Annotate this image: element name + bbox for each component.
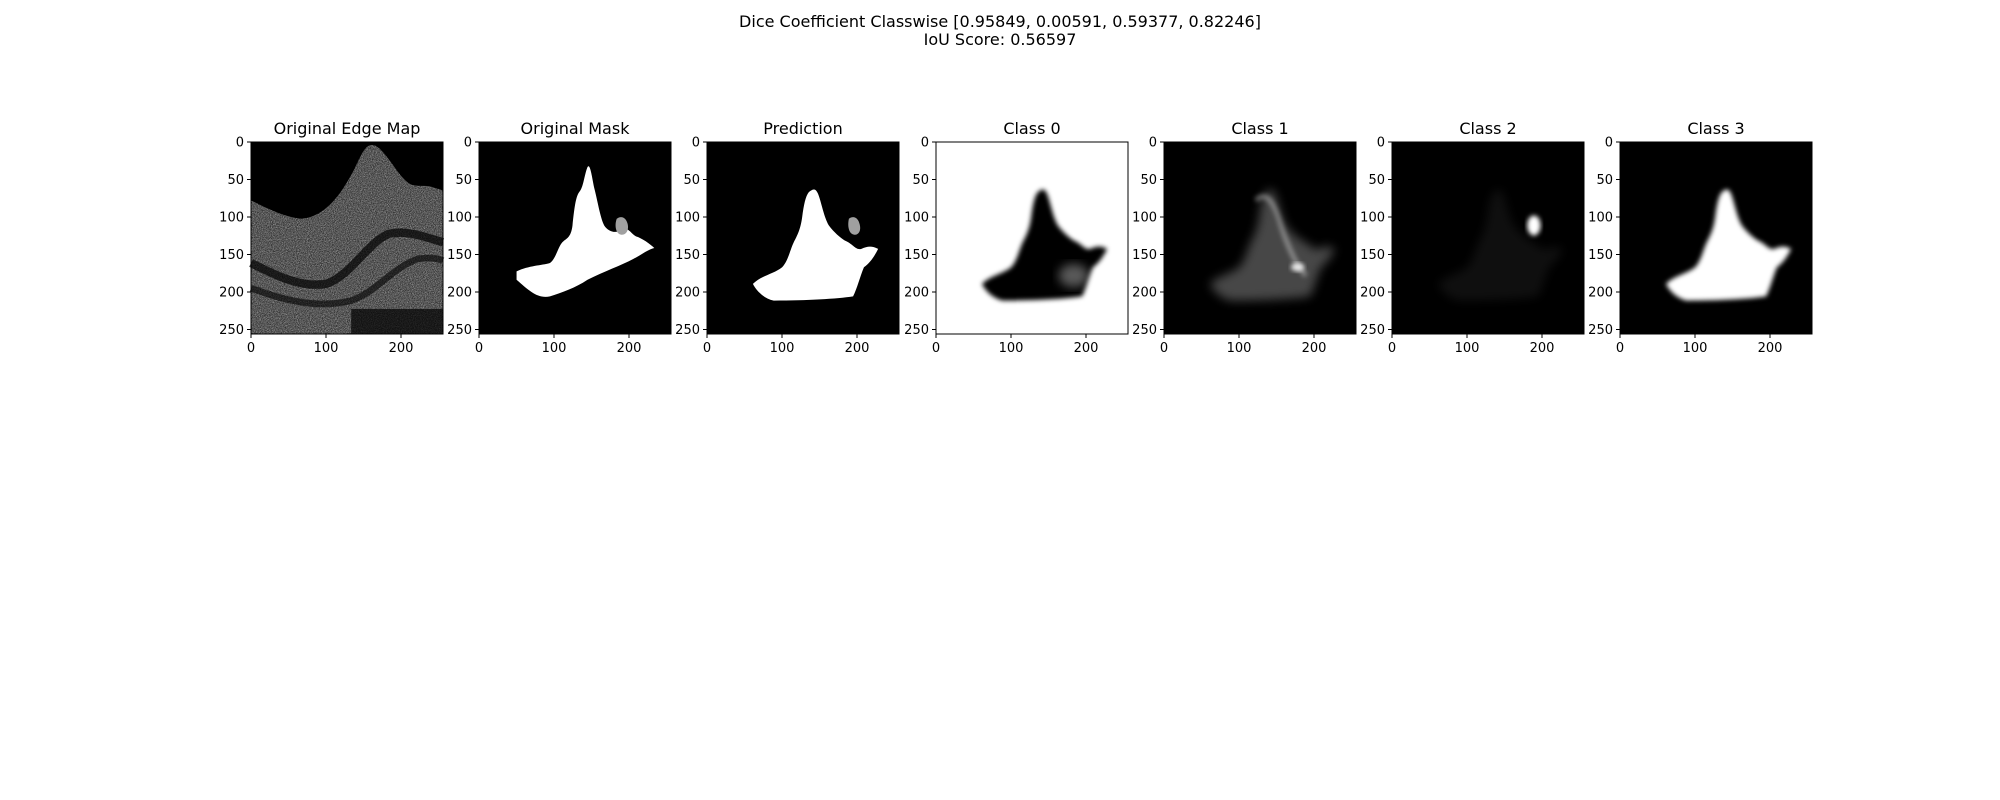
y-tick-label-edge-map-5: 250	[219, 323, 244, 338]
x-tick-label-class-1-1: 100	[1227, 341, 1252, 356]
y-tick-label-prediction-3: 150	[675, 248, 700, 263]
y-tick-label-class-3-2: 100	[1588, 211, 1613, 226]
panel-image-edge-map	[249, 142, 445, 334]
y-tick-label-class-1-5: 250	[1132, 323, 1157, 338]
y-tick-label-class-0-4: 200	[904, 286, 929, 301]
y-tick-label-edge-map-3: 150	[219, 248, 244, 263]
x-tick-label-class-3-0: 0	[1616, 341, 1624, 356]
x-tick-label-edge-map-2: 200	[389, 341, 414, 356]
y-tick-label-class-1-0: 0	[1149, 136, 1157, 151]
axes-frame-class-2	[1391, 141, 1585, 335]
y-tick-label-prediction-5: 250	[675, 323, 700, 338]
y-tick-label-class-3-4: 200	[1588, 286, 1613, 301]
y-tick-label-class-3-0: 0	[1605, 136, 1613, 151]
panel-title-class-2: Class 2	[1459, 119, 1516, 138]
x-tick-label-class-3-1: 100	[1683, 341, 1708, 356]
panel-image-class-1	[1164, 142, 1356, 334]
y-tick-label-prediction-2: 100	[675, 211, 700, 226]
panel-image-class-2	[1392, 142, 1584, 334]
panel-image-original-mask	[479, 142, 671, 334]
panel-title-class-0: Class 0	[1003, 119, 1060, 138]
axes-frame-edge-map	[250, 141, 444, 335]
panel-title-class-3: Class 3	[1687, 119, 1744, 138]
panel-image-class-3	[1620, 142, 1812, 334]
y-tick-label-edge-map-4: 200	[219, 286, 244, 301]
x-tick-label-class-0-1: 100	[999, 341, 1024, 356]
x-tick-label-class-3-2: 200	[1758, 341, 1783, 356]
y-tick-label-class-3-1: 50	[1596, 173, 1613, 188]
x-tick-label-prediction-2: 200	[845, 341, 870, 356]
x-tick-label-original-mask-1: 100	[542, 341, 567, 356]
y-tick-label-original-mask-2: 100	[447, 211, 472, 226]
y-tick-label-class-0-1: 50	[912, 173, 929, 188]
y-tick-label-prediction-1: 50	[683, 173, 700, 188]
axes-frame-class-0	[935, 141, 1129, 335]
y-tick-label-class-0-2: 100	[904, 211, 929, 226]
y-tick-label-class-1-4: 200	[1132, 286, 1157, 301]
x-tick-label-edge-map-0: 0	[247, 341, 255, 356]
y-tick-label-edge-map-2: 100	[219, 211, 244, 226]
x-tick-label-prediction-0: 0	[703, 341, 711, 356]
axes-frame-class-1	[1163, 141, 1357, 335]
y-tick-label-class-1-3: 150	[1132, 248, 1157, 263]
axes-frame-original-mask	[478, 141, 672, 335]
x-tick-label-class-1-2: 200	[1302, 341, 1327, 356]
x-tick-label-class-0-2: 200	[1074, 341, 1099, 356]
x-tick-label-original-mask-2: 200	[617, 341, 642, 356]
x-tick-label-class-2-2: 200	[1530, 341, 1555, 356]
figure-title-dice: Dice Coefficient Classwise [0.95849, 0.0…	[739, 12, 1261, 31]
y-tick-label-original-mask-4: 200	[447, 286, 472, 301]
y-tick-label-class-3-5: 250	[1588, 323, 1613, 338]
y-tick-label-class-1-1: 50	[1140, 173, 1157, 188]
y-tick-label-class-1-2: 100	[1132, 211, 1157, 226]
figure-title-iou: IoU Score: 0.56597	[923, 30, 1077, 49]
panel-title-prediction: Prediction	[763, 119, 842, 138]
x-tick-label-class-2-0: 0	[1388, 341, 1396, 356]
y-tick-label-class-2-1: 50	[1368, 173, 1385, 188]
x-tick-label-class-2-1: 100	[1455, 341, 1480, 356]
y-tick-label-class-3-3: 150	[1588, 248, 1613, 263]
y-tick-label-prediction-0: 0	[692, 136, 700, 151]
y-tick-label-class-2-2: 100	[1360, 211, 1385, 226]
y-tick-label-class-2-3: 150	[1360, 248, 1385, 263]
y-tick-label-class-0-3: 150	[904, 248, 929, 263]
panel-image-class-0	[936, 142, 1128, 334]
axes-frame-prediction	[706, 141, 900, 335]
y-tick-label-original-mask-5: 250	[447, 323, 472, 338]
y-tick-label-prediction-4: 200	[675, 286, 700, 301]
y-tick-label-class-2-0: 0	[1377, 136, 1385, 151]
axes-frame-class-3	[1619, 141, 1813, 335]
y-tick-label-original-mask-1: 50	[455, 173, 472, 188]
y-tick-label-edge-map-1: 50	[227, 173, 244, 188]
y-tick-label-class-2-4: 200	[1360, 286, 1385, 301]
y-tick-label-class-0-5: 250	[904, 323, 929, 338]
x-tick-label-class-0-0: 0	[932, 341, 940, 356]
y-tick-label-edge-map-0: 0	[236, 136, 244, 151]
y-tick-label-class-2-5: 250	[1360, 323, 1385, 338]
y-tick-label-original-mask-0: 0	[464, 136, 472, 151]
panel-title-edge-map: Original Edge Map	[274, 119, 421, 138]
x-tick-label-prediction-1: 100	[770, 341, 795, 356]
x-tick-label-original-mask-0: 0	[475, 341, 483, 356]
x-tick-label-class-1-0: 0	[1160, 341, 1168, 356]
panel-title-original-mask: Original Mask	[521, 119, 631, 138]
x-tick-label-edge-map-1: 100	[314, 341, 339, 356]
y-tick-label-original-mask-3: 150	[447, 248, 472, 263]
y-tick-label-class-0-0: 0	[921, 136, 929, 151]
panel-title-class-1: Class 1	[1231, 119, 1288, 138]
panel-image-prediction	[707, 142, 899, 334]
